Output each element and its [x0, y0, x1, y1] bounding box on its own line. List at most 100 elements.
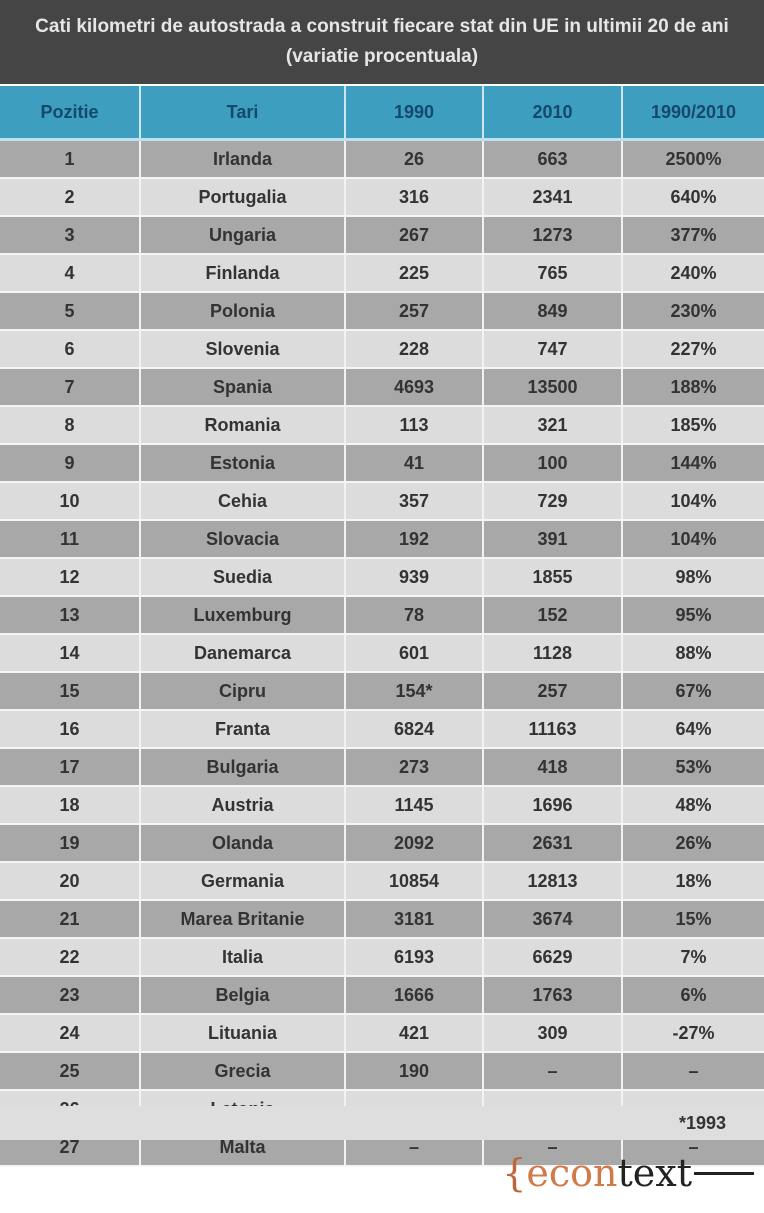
cell-1990: 257 [344, 292, 483, 331]
cell-country: Belgia [139, 976, 345, 1015]
cell-country: Lituania [139, 1014, 345, 1053]
cell-1990: 10854 [344, 862, 483, 901]
table-title: Cati kilometri de autostrada a construit… [0, 0, 764, 84]
cell-1990: 190 [344, 1052, 483, 1091]
cell-position: 24 [0, 1014, 140, 1053]
cell-1990: 154* [344, 672, 483, 711]
cell-position: 14 [0, 634, 140, 673]
table-row: 24 Lituania 421 309 -27% [0, 1014, 764, 1053]
cell-2010: 765 [482, 254, 622, 293]
cell-position: 25 [0, 1052, 140, 1091]
cell-position: 3 [0, 216, 140, 255]
cell-1990: 6193 [344, 938, 483, 977]
cell-change: 230% [621, 292, 764, 331]
table-row: 1 Irlanda 26 663 2500% [0, 139, 764, 179]
cell-change: -27% [621, 1014, 764, 1053]
cell-position: 21 [0, 900, 140, 939]
cell-position: 10 [0, 482, 140, 521]
cell-change: 640% [621, 178, 764, 217]
cell-change: 104% [621, 482, 764, 521]
cell-change: 185% [621, 406, 764, 445]
cell-2010: 391 [482, 520, 622, 559]
cell-position: 9 [0, 444, 140, 483]
footnote: *1993 [678, 1113, 726, 1133]
cell-change: 2500% [621, 139, 764, 179]
cell-1990: 78 [344, 596, 483, 635]
cell-1990: 225 [344, 254, 483, 293]
table-row: 20 Germania 10854 12813 18% [0, 862, 764, 901]
table-row: 9 Estonia 41 100 144% [0, 444, 764, 483]
table-row: 14 Danemarca 601 1128 88% [0, 634, 764, 673]
cell-2010: 1763 [482, 976, 622, 1015]
cell-1990: 26 [344, 139, 483, 179]
cell-position: 16 [0, 710, 140, 749]
table-row: 5 Polonia 257 849 230% [0, 292, 764, 331]
cell-change: 53% [621, 748, 764, 787]
column-header-2010: 2010 [482, 86, 622, 141]
cell-position: 20 [0, 862, 140, 901]
table-row: 21 Marea Britanie 3181 3674 15% [0, 900, 764, 939]
cell-change: 227% [621, 330, 764, 369]
cell-change: 240% [621, 254, 764, 293]
table-row: 3 Ungaria 267 1273 377% [0, 216, 764, 255]
cell-1990: 601 [344, 634, 483, 673]
cell-country: Grecia [139, 1052, 345, 1091]
cell-country: Austria [139, 786, 345, 825]
cell-1990: 113 [344, 406, 483, 445]
cell-2010: 663 [482, 139, 622, 179]
cell-1990: 3181 [344, 900, 483, 939]
cell-position: 19 [0, 824, 140, 863]
cell-country: Suedia [139, 558, 345, 597]
table-row: 13 Luxemburg 78 152 95% [0, 596, 764, 635]
cell-2010: 729 [482, 482, 622, 521]
cell-2010: 1855 [482, 558, 622, 597]
cell-change: 7% [621, 938, 764, 977]
cell-2010: 747 [482, 330, 622, 369]
cell-2010: 257 [482, 672, 622, 711]
cell-change: 98% [621, 558, 764, 597]
cell-change: 6% [621, 976, 764, 1015]
data-table: Pozitie Tari 1990 2010 1990/2010 1 Irland… [0, 86, 764, 1167]
table-row: 22 Italia 6193 6629 7% [0, 938, 764, 977]
cell-1990: 228 [344, 330, 483, 369]
econtext-logo: {econ text [502, 1150, 754, 1196]
table-row: 18 Austria 1145 1696 48% [0, 786, 764, 825]
cell-country: Cehia [139, 482, 345, 521]
cell-1990: 421 [344, 1014, 483, 1053]
cell-2010: 12813 [482, 862, 622, 901]
cell-2010: 2341 [482, 178, 622, 217]
cell-country: Estonia [139, 444, 345, 483]
cell-1990: 357 [344, 482, 483, 521]
cell-2010: 309 [482, 1014, 622, 1053]
cell-change: 48% [621, 786, 764, 825]
cell-change: 144% [621, 444, 764, 483]
cell-position: 7 [0, 368, 140, 407]
cell-country: Slovacia [139, 520, 345, 559]
cell-change: 18% [621, 862, 764, 901]
cell-position: 6 [0, 330, 140, 369]
cell-position: 11 [0, 520, 140, 559]
cell-position: 1 [0, 139, 140, 179]
cell-2010: 152 [482, 596, 622, 635]
cell-country: Marea Britanie [139, 900, 345, 939]
cell-change: 377% [621, 216, 764, 255]
logo-text-text: text [617, 1151, 692, 1195]
cell-change: 95% [621, 596, 764, 635]
cell-country: Italia [139, 938, 345, 977]
cell-country: Danemarca [139, 634, 345, 673]
cell-position: 12 [0, 558, 140, 597]
logo-line [694, 1171, 754, 1175]
cell-change: – [621, 1052, 764, 1091]
cell-country: Finlanda [139, 254, 345, 293]
cell-position: 5 [0, 292, 140, 331]
cell-1990: 939 [344, 558, 483, 597]
cell-position: 23 [0, 976, 140, 1015]
table-row: 2 Portugalia 316 2341 640% [0, 178, 764, 217]
column-header-position: Pozitie [0, 86, 140, 141]
cell-2010: 321 [482, 406, 622, 445]
cell-position: 22 [0, 938, 140, 977]
cell-1990: 41 [344, 444, 483, 483]
cell-1990: 1145 [344, 786, 483, 825]
table-row: 25 Grecia 190– – [0, 1052, 764, 1091]
cell-1990: 316 [344, 178, 483, 217]
